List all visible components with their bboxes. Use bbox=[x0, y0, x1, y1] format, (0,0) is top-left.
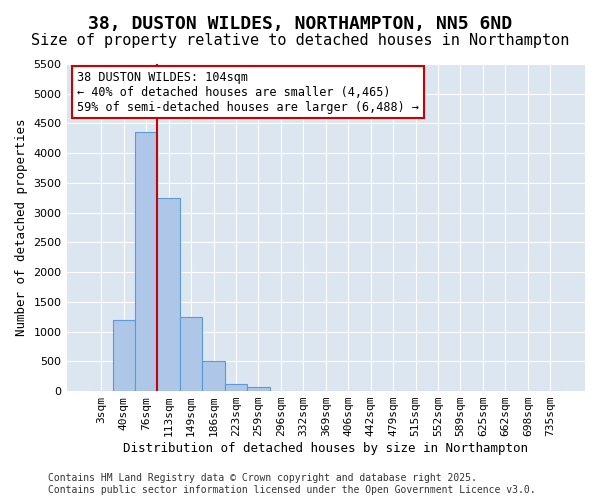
Text: 38, DUSTON WILDES, NORTHAMPTON, NN5 6ND: 38, DUSTON WILDES, NORTHAMPTON, NN5 6ND bbox=[88, 15, 512, 33]
Text: Contains HM Land Registry data © Crown copyright and database right 2025.
Contai: Contains HM Land Registry data © Crown c… bbox=[48, 474, 536, 495]
Bar bbox=[135, 132, 157, 391]
X-axis label: Distribution of detached houses by size in Northampton: Distribution of detached houses by size … bbox=[123, 442, 528, 455]
Bar bbox=[157, 198, 180, 391]
Y-axis label: Number of detached properties: Number of detached properties bbox=[15, 119, 28, 336]
Bar bbox=[225, 384, 247, 391]
Text: Size of property relative to detached houses in Northampton: Size of property relative to detached ho… bbox=[31, 32, 569, 48]
Bar bbox=[180, 316, 202, 391]
Bar bbox=[247, 387, 269, 391]
Bar bbox=[202, 362, 225, 391]
Text: 38 DUSTON WILDES: 104sqm
← 40% of detached houses are smaller (4,465)
59% of sem: 38 DUSTON WILDES: 104sqm ← 40% of detach… bbox=[77, 70, 419, 114]
Bar bbox=[113, 320, 135, 391]
